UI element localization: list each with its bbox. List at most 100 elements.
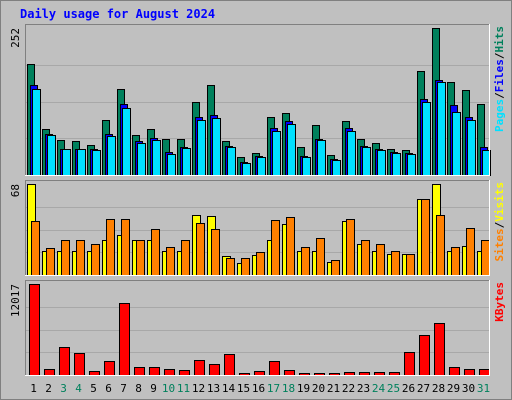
kbytes-bar [269, 361, 280, 376]
kbytes-bar [419, 335, 430, 376]
sites-bar [106, 219, 115, 276]
kbytes-bar [149, 367, 160, 376]
pages-bar [212, 118, 221, 176]
sites-bar [331, 260, 340, 276]
pages-bar [257, 157, 266, 176]
pages-bar [332, 160, 341, 176]
sites-bar [151, 229, 160, 276]
sites-bar [286, 217, 295, 276]
kbytes-bar [89, 371, 100, 376]
kbytes-bar [404, 352, 415, 376]
sites-bar [241, 258, 250, 276]
series-sites [31, 199, 490, 276]
legend-entry: Pages [493, 99, 506, 132]
pages-bar [452, 112, 461, 176]
kbytes-bar [104, 361, 115, 376]
sites-bar [271, 220, 280, 276]
sites-bar [91, 244, 100, 276]
day-label: 4 [75, 382, 82, 395]
legend-entry: Hits [493, 26, 506, 53]
legend-entry: / [493, 52, 506, 59]
pages-bar [287, 124, 296, 176]
day-label: 14 [222, 382, 236, 395]
day-label: 12 [192, 382, 205, 395]
day-label: 21 [327, 382, 340, 395]
legend-kbytes: KBytes [493, 282, 506, 322]
kbytes-bar [59, 347, 70, 376]
sites-bar [316, 238, 325, 276]
kbytes-bar [44, 369, 55, 376]
day-label: 3 [60, 382, 67, 395]
pages-bar [77, 149, 86, 176]
sites-bar [346, 219, 355, 276]
day-label: 29 [447, 382, 460, 395]
sites-bar [466, 228, 475, 276]
kbytes-bar [29, 284, 40, 376]
panel-hits-files-pages [25, 24, 491, 176]
sites-bar [481, 240, 490, 276]
day-label: 26 [402, 382, 415, 395]
day-labels: 1 2 3 4 5 6 7 8 9 10 11 12 13 14 15 16 17 18 19 20 21 22 23 24 2… [30, 382, 490, 395]
day-label: 2 [45, 382, 52, 395]
day-label: 1 [30, 382, 37, 395]
kbytes-bar [209, 364, 220, 376]
kbytes-bar [224, 354, 235, 376]
legend-visits-sites: Sites/Visits [493, 182, 506, 262]
day-label: 7 [120, 382, 127, 395]
day-label: 18 [282, 382, 295, 395]
sites-bar [391, 251, 400, 276]
kbytes-bar [449, 367, 460, 376]
chart-title: Daily usage for August 2024 [20, 7, 215, 21]
sites-bar [136, 240, 145, 276]
day-label: 6 [105, 382, 112, 395]
legend-hits-files-pages: Pages/Files/Hits [493, 26, 506, 132]
day-label: 23 [357, 382, 370, 395]
kbytes-bar [74, 353, 85, 376]
pages-bar [137, 143, 146, 176]
legend-entry: / [493, 221, 506, 228]
sites-bar [451, 247, 460, 276]
pages-bar [107, 136, 116, 176]
day-label: 16 [252, 382, 265, 395]
sites-bar [31, 221, 40, 276]
day-label: 22 [342, 382, 355, 395]
kbytes-bar [119, 303, 130, 376]
legend-entry: Visits [493, 182, 506, 222]
day-label: 13 [207, 382, 220, 395]
kbytes-bar [134, 367, 145, 376]
series-kbytes [29, 284, 490, 376]
legend-entry: KBytes [493, 282, 506, 322]
sites-bar [181, 240, 190, 276]
kbytes-bar [254, 371, 265, 376]
day-label: 30 [462, 382, 475, 395]
pages-bar [122, 108, 131, 176]
pages-bar [182, 148, 191, 176]
pages-bar [272, 131, 281, 176]
day-label: 11 [177, 382, 190, 395]
sites-bar [196, 223, 205, 276]
max-value-label: 68 [9, 184, 22, 197]
pages-bar [197, 120, 206, 176]
day-label: 19 [297, 382, 310, 395]
pages-bar [167, 154, 176, 176]
sites-bar [166, 247, 175, 276]
sites-bar [121, 219, 130, 276]
kbytes-bar [464, 369, 475, 376]
day-label: 15 [237, 382, 250, 395]
sites-bar [61, 240, 70, 276]
day-label: 25 [387, 382, 400, 395]
legend-entry: Files [493, 59, 506, 92]
day-label: 10 [162, 382, 175, 395]
sites-bar [46, 248, 55, 276]
kbytes-bar [194, 360, 205, 376]
legend-entry: Sites [493, 228, 506, 261]
pages-bar [422, 102, 431, 176]
sites-bar [361, 240, 370, 276]
sites-bar [436, 215, 445, 276]
sites-bar [406, 254, 415, 276]
day-label: 8 [135, 382, 142, 395]
pages-bar [227, 147, 236, 176]
pages-bar [302, 157, 311, 176]
kbytes-bar [434, 323, 445, 376]
